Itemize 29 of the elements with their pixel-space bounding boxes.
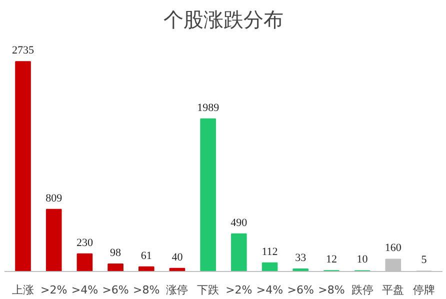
x-tick-label: >8% xyxy=(318,284,345,296)
data-label: 61 xyxy=(140,250,152,262)
data-label: 40 xyxy=(172,251,184,264)
data-label: 2735 xyxy=(12,44,35,57)
data-label: 160 xyxy=(384,242,402,254)
x-tick-label: 涨停 xyxy=(166,284,188,296)
data-label: 98 xyxy=(110,246,122,259)
x-tick-label: >8% xyxy=(133,284,160,296)
x-tick-label: 平盘 xyxy=(382,284,404,296)
x-tick-label: 跌停 xyxy=(351,284,374,296)
data-label: 1989 xyxy=(197,102,220,114)
data-label: 490 xyxy=(230,216,248,229)
data-label: 12 xyxy=(326,254,337,266)
x-tick-label: 停牌 xyxy=(412,284,435,296)
data-label: 5 xyxy=(421,254,428,266)
x-tick-label: >6% xyxy=(287,284,314,296)
x-tick-label: >4% xyxy=(71,284,98,296)
x-tick-label: 上涨 xyxy=(12,284,34,296)
data-label: 809 xyxy=(46,192,63,204)
data-label: 230 xyxy=(76,236,94,249)
data-label: 33 xyxy=(295,252,307,264)
x-tick-label: >4% xyxy=(256,284,284,296)
chart-title: 个股涨跌分布 xyxy=(164,8,284,32)
data-label: 112 xyxy=(262,246,278,258)
x-tick-label: >2% xyxy=(226,284,252,296)
x-tick-label: >6% xyxy=(102,284,129,296)
x-tick-label: >2% xyxy=(40,284,68,296)
x-tick-label: 下跌 xyxy=(197,284,220,296)
data-label: 10 xyxy=(356,254,368,266)
